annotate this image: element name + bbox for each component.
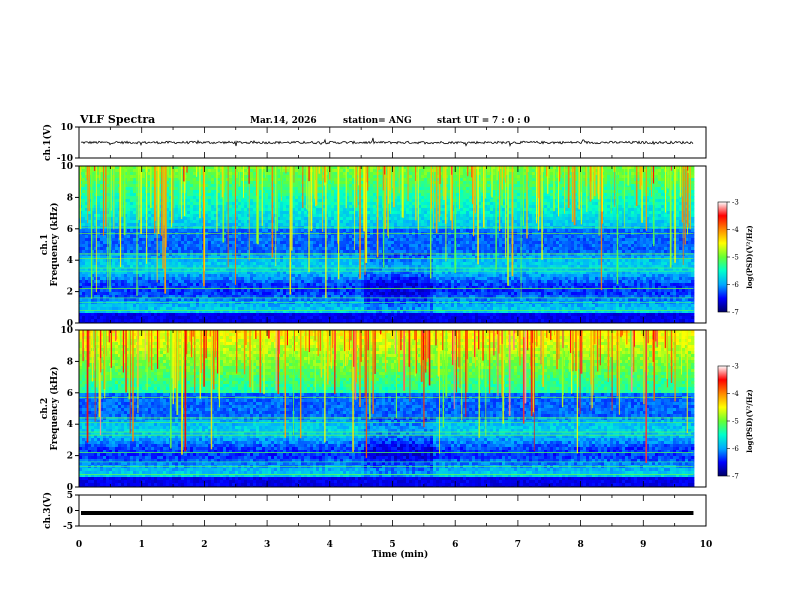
ch1-spectrogram-ylabel-channel: ch.1 <box>40 234 50 255</box>
ch1-waveform-trace <box>80 137 694 147</box>
ch1-waveform-ylabel: ch.1(V) <box>42 124 53 161</box>
ch1-spectrogram-colorbar-tick: -5 <box>732 254 739 262</box>
ch1-spectrogram-colorbar-tick: -7 <box>732 309 739 317</box>
ch1-spectrogram-colorbar-tick: -4 <box>732 226 739 234</box>
ch3-waveform-ytick-label: -5 <box>63 522 73 532</box>
ch2-spectrogram-colorbar-tick: -3 <box>732 363 739 371</box>
x-axis-label: Time (min) <box>372 549 429 560</box>
ch1-spectrogram-ytick-label: 2 <box>67 288 73 298</box>
ch2-spectrogram-ytick-label: 8 <box>67 357 73 367</box>
ch2-spectrogram-colorbar-tick: -7 <box>732 473 739 481</box>
ch2-spectrogram-panel: 0 2 4 6 8 10 ch.2 Frequency (kHz) -3 -4 -5 -6 -7 log(… <box>40 326 754 493</box>
ch2-spectrogram-colorbar-tick: -4 <box>732 390 739 398</box>
ch1-spectrogram-ytick-label: 4 <box>67 256 73 266</box>
ch3-waveform-ytick-label: 0 <box>67 507 73 517</box>
ch1-spectrogram-colorbar-label: log(PSD)(V²/Hz) <box>745 225 754 289</box>
x-tick-label: 7 <box>515 540 521 550</box>
ch2-spectrogram-ylabel: Frequency (kHz) <box>49 366 60 450</box>
ch1-spectrogram-ytick-label: 0 <box>67 319 73 329</box>
ch2-spectrogram-colorbar-label: log(PSD)(V²/Hz) <box>745 389 754 453</box>
ch1-waveform-ytick-label: -10 <box>57 154 73 164</box>
ch1-spectrogram-panel: 0 2 4 6 8 10 ch.1 Frequency (kHz) -3 -4 -5 -6 -7 log(… <box>40 162 754 329</box>
ch3-waveform-ylabel: ch.3(V) <box>42 492 53 529</box>
ch3-waveform-panel: 5 0 -5 ch.3(V) <box>42 491 707 532</box>
ch2-spectrogram-ytick-label: 10 <box>60 326 73 336</box>
x-tick-label: 5 <box>389 540 395 550</box>
ch1-waveform-ytick-label: 10 <box>60 123 73 133</box>
ch2-spectrogram-colorbar-tick: -5 <box>732 418 739 426</box>
date-label: Mar.14, 2026 <box>250 116 317 126</box>
ch1-spectrogram-ytick-label: 10 <box>60 162 73 172</box>
x-tick-label: 1 <box>139 540 145 550</box>
ch1-spectrogram-colorbar-tick: -3 <box>732 199 739 207</box>
ch1-spectrogram-image <box>79 166 706 323</box>
x-tick-label: 9 <box>640 540 646 550</box>
ch2-spectrogram-colorbar <box>717 365 728 477</box>
x-tick-label: 6 <box>452 540 458 550</box>
ch2-spectrogram-ytick-label: 0 <box>67 483 73 493</box>
chart-title: VLF Spectra <box>79 113 155 126</box>
x-tick-label: 10 <box>700 540 713 550</box>
ch1-waveform-panel: 10 -10 ch.1(V) <box>42 123 707 164</box>
ch1-spectrogram-ylabel: Frequency (kHz) <box>49 202 60 286</box>
x-tick-label: 0 <box>76 540 82 550</box>
ch2-spectrogram-ytick-label: 2 <box>67 452 73 462</box>
station-label: station= ANG <box>343 116 412 126</box>
ch1-spectrogram-colorbar <box>717 201 728 313</box>
x-tick-label: 4 <box>327 540 333 550</box>
ch1-spectrogram-ytick-label: 6 <box>67 225 73 235</box>
ch2-spectrogram-ytick-label: 4 <box>67 420 73 430</box>
ch2-spectrogram-image <box>79 330 706 487</box>
start-time: 7 : 0 : 0 <box>492 116 530 126</box>
ch1-spectrogram-colorbar-tick: -6 <box>732 281 739 289</box>
ch2-spectrogram-colorbar-tick: -6 <box>732 445 739 453</box>
ch2-spectrogram-ylabel-channel: ch.2 <box>40 398 50 419</box>
ch3-waveform-ytick-label: 5 <box>67 491 73 501</box>
ch1-spectrogram-ytick-label: 8 <box>67 193 73 203</box>
x-tick-label: 3 <box>264 540 270 550</box>
ch2-spectrogram-ytick-label: 6 <box>67 389 73 399</box>
x-tick-label: 8 <box>577 540 583 550</box>
start-label: start UT = <box>437 116 489 126</box>
x-tick-label: 2 <box>201 540 207 550</box>
